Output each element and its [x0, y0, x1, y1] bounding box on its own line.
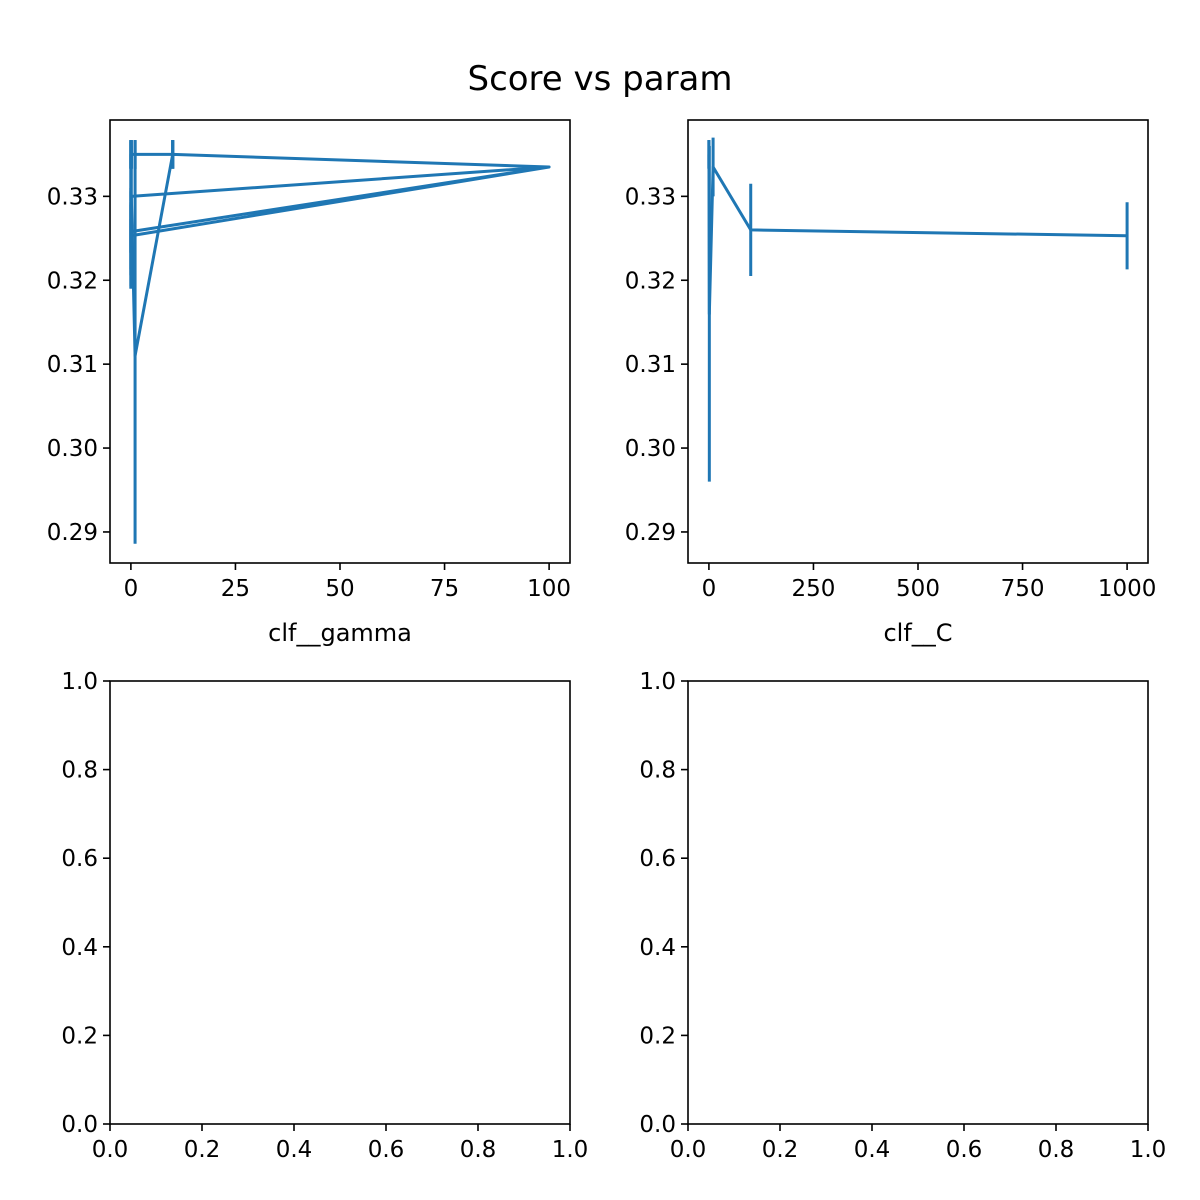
y-tick-label: 1.0 — [61, 669, 98, 695]
x-tick-label: 500 — [896, 576, 940, 602]
y-tick-label: 0.33 — [47, 184, 98, 210]
x-tick-label: 0.4 — [854, 1137, 891, 1163]
y-tick-label: 0.31 — [625, 352, 676, 378]
y-tick-label: 0.32 — [625, 268, 676, 294]
y-tick-label: 0.29 — [47, 520, 98, 546]
x-tick-label: 0.2 — [762, 1137, 799, 1163]
x-tick-label: 1.0 — [552, 1137, 589, 1163]
axes-frame — [109, 680, 571, 1125]
y-tick-label: 0.33 — [625, 184, 676, 210]
x-tick-label: 0.4 — [276, 1137, 313, 1163]
y-tick-label: 0.0 — [639, 1112, 676, 1138]
x-tick-label: 0.6 — [368, 1137, 405, 1163]
x-tick-label: 0.8 — [460, 1137, 497, 1163]
x-tick-label: 0.6 — [946, 1137, 983, 1163]
y-tick-label: 0.6 — [639, 846, 676, 872]
y-tick-label: 0.29 — [625, 520, 676, 546]
axes-frame — [687, 680, 1149, 1125]
x-tick-label: 50 — [325, 576, 354, 602]
x-tick-label: 0 — [124, 576, 139, 602]
x-tick-label: 0.0 — [670, 1137, 707, 1163]
y-tick-label: 0.4 — [639, 935, 676, 961]
x-tick-label: 75 — [430, 576, 459, 602]
y-tick-label: 0.2 — [639, 1023, 676, 1049]
subplot-3: 0.0 0.2 0.4 0.6 0.8 1.0 0.0 0.2 0.4 0.6 0.8 1.0 — [61, 669, 588, 1163]
y-tick-label: 0.31 — [47, 352, 98, 378]
subplot-4: 0.0 0.2 0.4 0.6 0.8 1.0 0.0 0.2 0.4 0.6 0.8 1.0 — [639, 669, 1166, 1163]
x-tick-label: 0 — [702, 576, 717, 602]
subplot-2: 0 250 500 750 1000 0.29 0.30 0.31 0.32 0.33 clf__C — [625, 119, 1157, 647]
x-tick-label: 1000 — [1098, 576, 1157, 602]
figure-title: Score vs param — [467, 59, 732, 99]
x-axis-label: clf__gamma — [268, 619, 412, 647]
axes-frame — [109, 119, 571, 564]
x-tick-label: 0.0 — [92, 1137, 129, 1163]
y-tick-label: 1.0 — [639, 669, 676, 695]
series-line-1 — [707, 152, 1128, 316]
y-tick-label: 0.6 — [61, 846, 98, 872]
x-tick-label: 25 — [221, 576, 250, 602]
x-axis-label: clf__C — [883, 619, 952, 647]
y-tick-label: 0.8 — [639, 758, 676, 784]
y-tick-label: 0.4 — [61, 935, 98, 961]
plot-area — [707, 137, 1129, 482]
y-tick-label: 0.8 — [61, 758, 98, 784]
y-tick-label: 0.0 — [61, 1112, 98, 1138]
x-tick-label: 1.0 — [1130, 1137, 1167, 1163]
series-line-1 — [129, 152, 551, 358]
y-tick-label: 0.2 — [61, 1023, 98, 1049]
axes-frame — [687, 119, 1149, 564]
x-tick-label: 100 — [527, 576, 571, 602]
y-tick-label: 0.30 — [47, 436, 98, 462]
x-tick-label: 750 — [1001, 576, 1045, 602]
y-tick-label: 0.32 — [47, 268, 98, 294]
x-tick-label: 0.2 — [184, 1137, 221, 1163]
y-tick-label: 0.30 — [625, 436, 676, 462]
plot-area — [129, 140, 551, 544]
subplot-grid: 0 25 50 75 100 0.29 0.30 0.31 0.32 0.33 clf__gamma… — [47, 119, 1166, 1163]
x-tick-label: 250 — [792, 576, 836, 602]
x-tick-label: 0.8 — [1038, 1137, 1075, 1163]
subplot-1: 0 25 50 75 100 0.29 0.30 0.31 0.32 0.33 clf__gamma — [47, 119, 571, 647]
